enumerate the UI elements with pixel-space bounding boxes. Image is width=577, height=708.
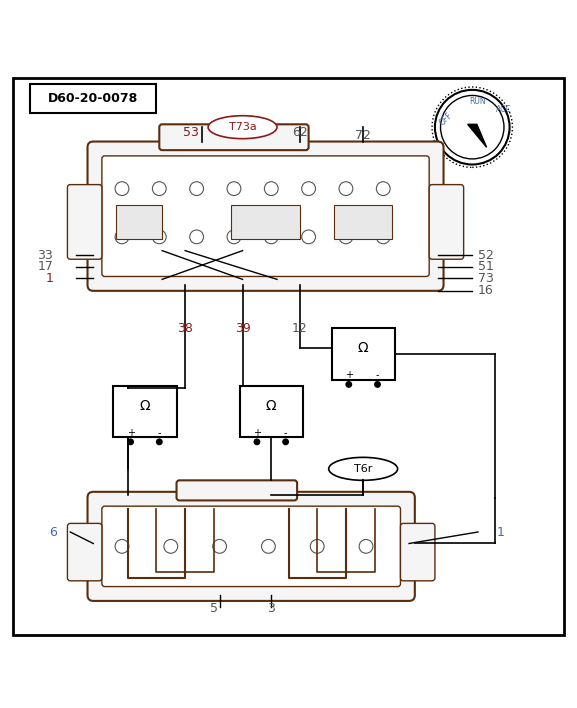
FancyBboxPatch shape	[68, 185, 102, 259]
Text: ACC: ACC	[496, 105, 512, 115]
Text: 62: 62	[292, 127, 308, 139]
FancyBboxPatch shape	[13, 79, 564, 635]
Text: 17: 17	[37, 261, 53, 273]
Text: RUN: RUN	[470, 97, 486, 105]
Text: 6: 6	[49, 525, 57, 539]
Circle shape	[156, 438, 163, 445]
FancyBboxPatch shape	[113, 386, 177, 438]
FancyBboxPatch shape	[400, 523, 435, 581]
FancyBboxPatch shape	[88, 492, 415, 601]
Text: -: -	[284, 428, 287, 438]
Text: 51: 51	[478, 261, 494, 273]
Circle shape	[127, 438, 134, 445]
Text: 73: 73	[478, 272, 494, 285]
FancyBboxPatch shape	[30, 84, 156, 113]
Circle shape	[374, 381, 381, 388]
Text: 16: 16	[478, 285, 494, 297]
FancyBboxPatch shape	[335, 205, 392, 239]
FancyBboxPatch shape	[332, 329, 395, 379]
Text: +: +	[126, 428, 134, 438]
Text: T6r: T6r	[354, 464, 372, 474]
FancyBboxPatch shape	[116, 205, 162, 239]
FancyBboxPatch shape	[102, 506, 400, 586]
Circle shape	[282, 438, 289, 445]
Text: 33: 33	[38, 249, 53, 262]
Text: 5: 5	[210, 602, 218, 615]
Circle shape	[253, 438, 260, 445]
Text: OFF: OFF	[438, 110, 455, 127]
Text: Ω: Ω	[266, 399, 276, 413]
Text: D60-20-0078: D60-20-0078	[48, 92, 138, 105]
Text: 72: 72	[355, 130, 371, 142]
FancyBboxPatch shape	[68, 523, 102, 581]
Text: T73a: T73a	[228, 122, 256, 132]
FancyBboxPatch shape	[177, 480, 297, 501]
Text: 39: 39	[235, 321, 250, 335]
Circle shape	[346, 381, 352, 388]
FancyBboxPatch shape	[231, 205, 300, 239]
Text: Ω: Ω	[140, 399, 150, 413]
Text: 53: 53	[183, 127, 199, 139]
Text: -: -	[376, 370, 379, 380]
Text: +: +	[253, 428, 261, 438]
Ellipse shape	[329, 457, 398, 480]
Text: Ω: Ω	[358, 341, 369, 355]
Text: 1: 1	[497, 525, 505, 539]
Polygon shape	[467, 125, 486, 147]
FancyBboxPatch shape	[429, 185, 464, 259]
Text: 52: 52	[478, 249, 494, 262]
Text: 3: 3	[267, 602, 275, 615]
Text: -: -	[158, 428, 161, 438]
FancyBboxPatch shape	[88, 142, 444, 291]
Text: 38: 38	[177, 321, 193, 335]
Text: 12: 12	[292, 321, 308, 335]
FancyBboxPatch shape	[102, 156, 429, 277]
FancyBboxPatch shape	[239, 386, 303, 438]
Ellipse shape	[208, 115, 277, 139]
FancyBboxPatch shape	[159, 125, 309, 150]
Text: +: +	[345, 370, 353, 380]
Text: 1: 1	[45, 272, 53, 285]
